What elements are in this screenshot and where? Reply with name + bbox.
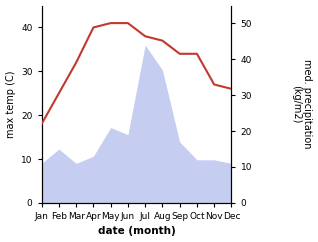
Y-axis label: med. precipitation
(kg/m2): med. precipitation (kg/m2) bbox=[291, 60, 313, 149]
X-axis label: date (month): date (month) bbox=[98, 227, 176, 236]
Y-axis label: max temp (C): max temp (C) bbox=[5, 70, 16, 138]
